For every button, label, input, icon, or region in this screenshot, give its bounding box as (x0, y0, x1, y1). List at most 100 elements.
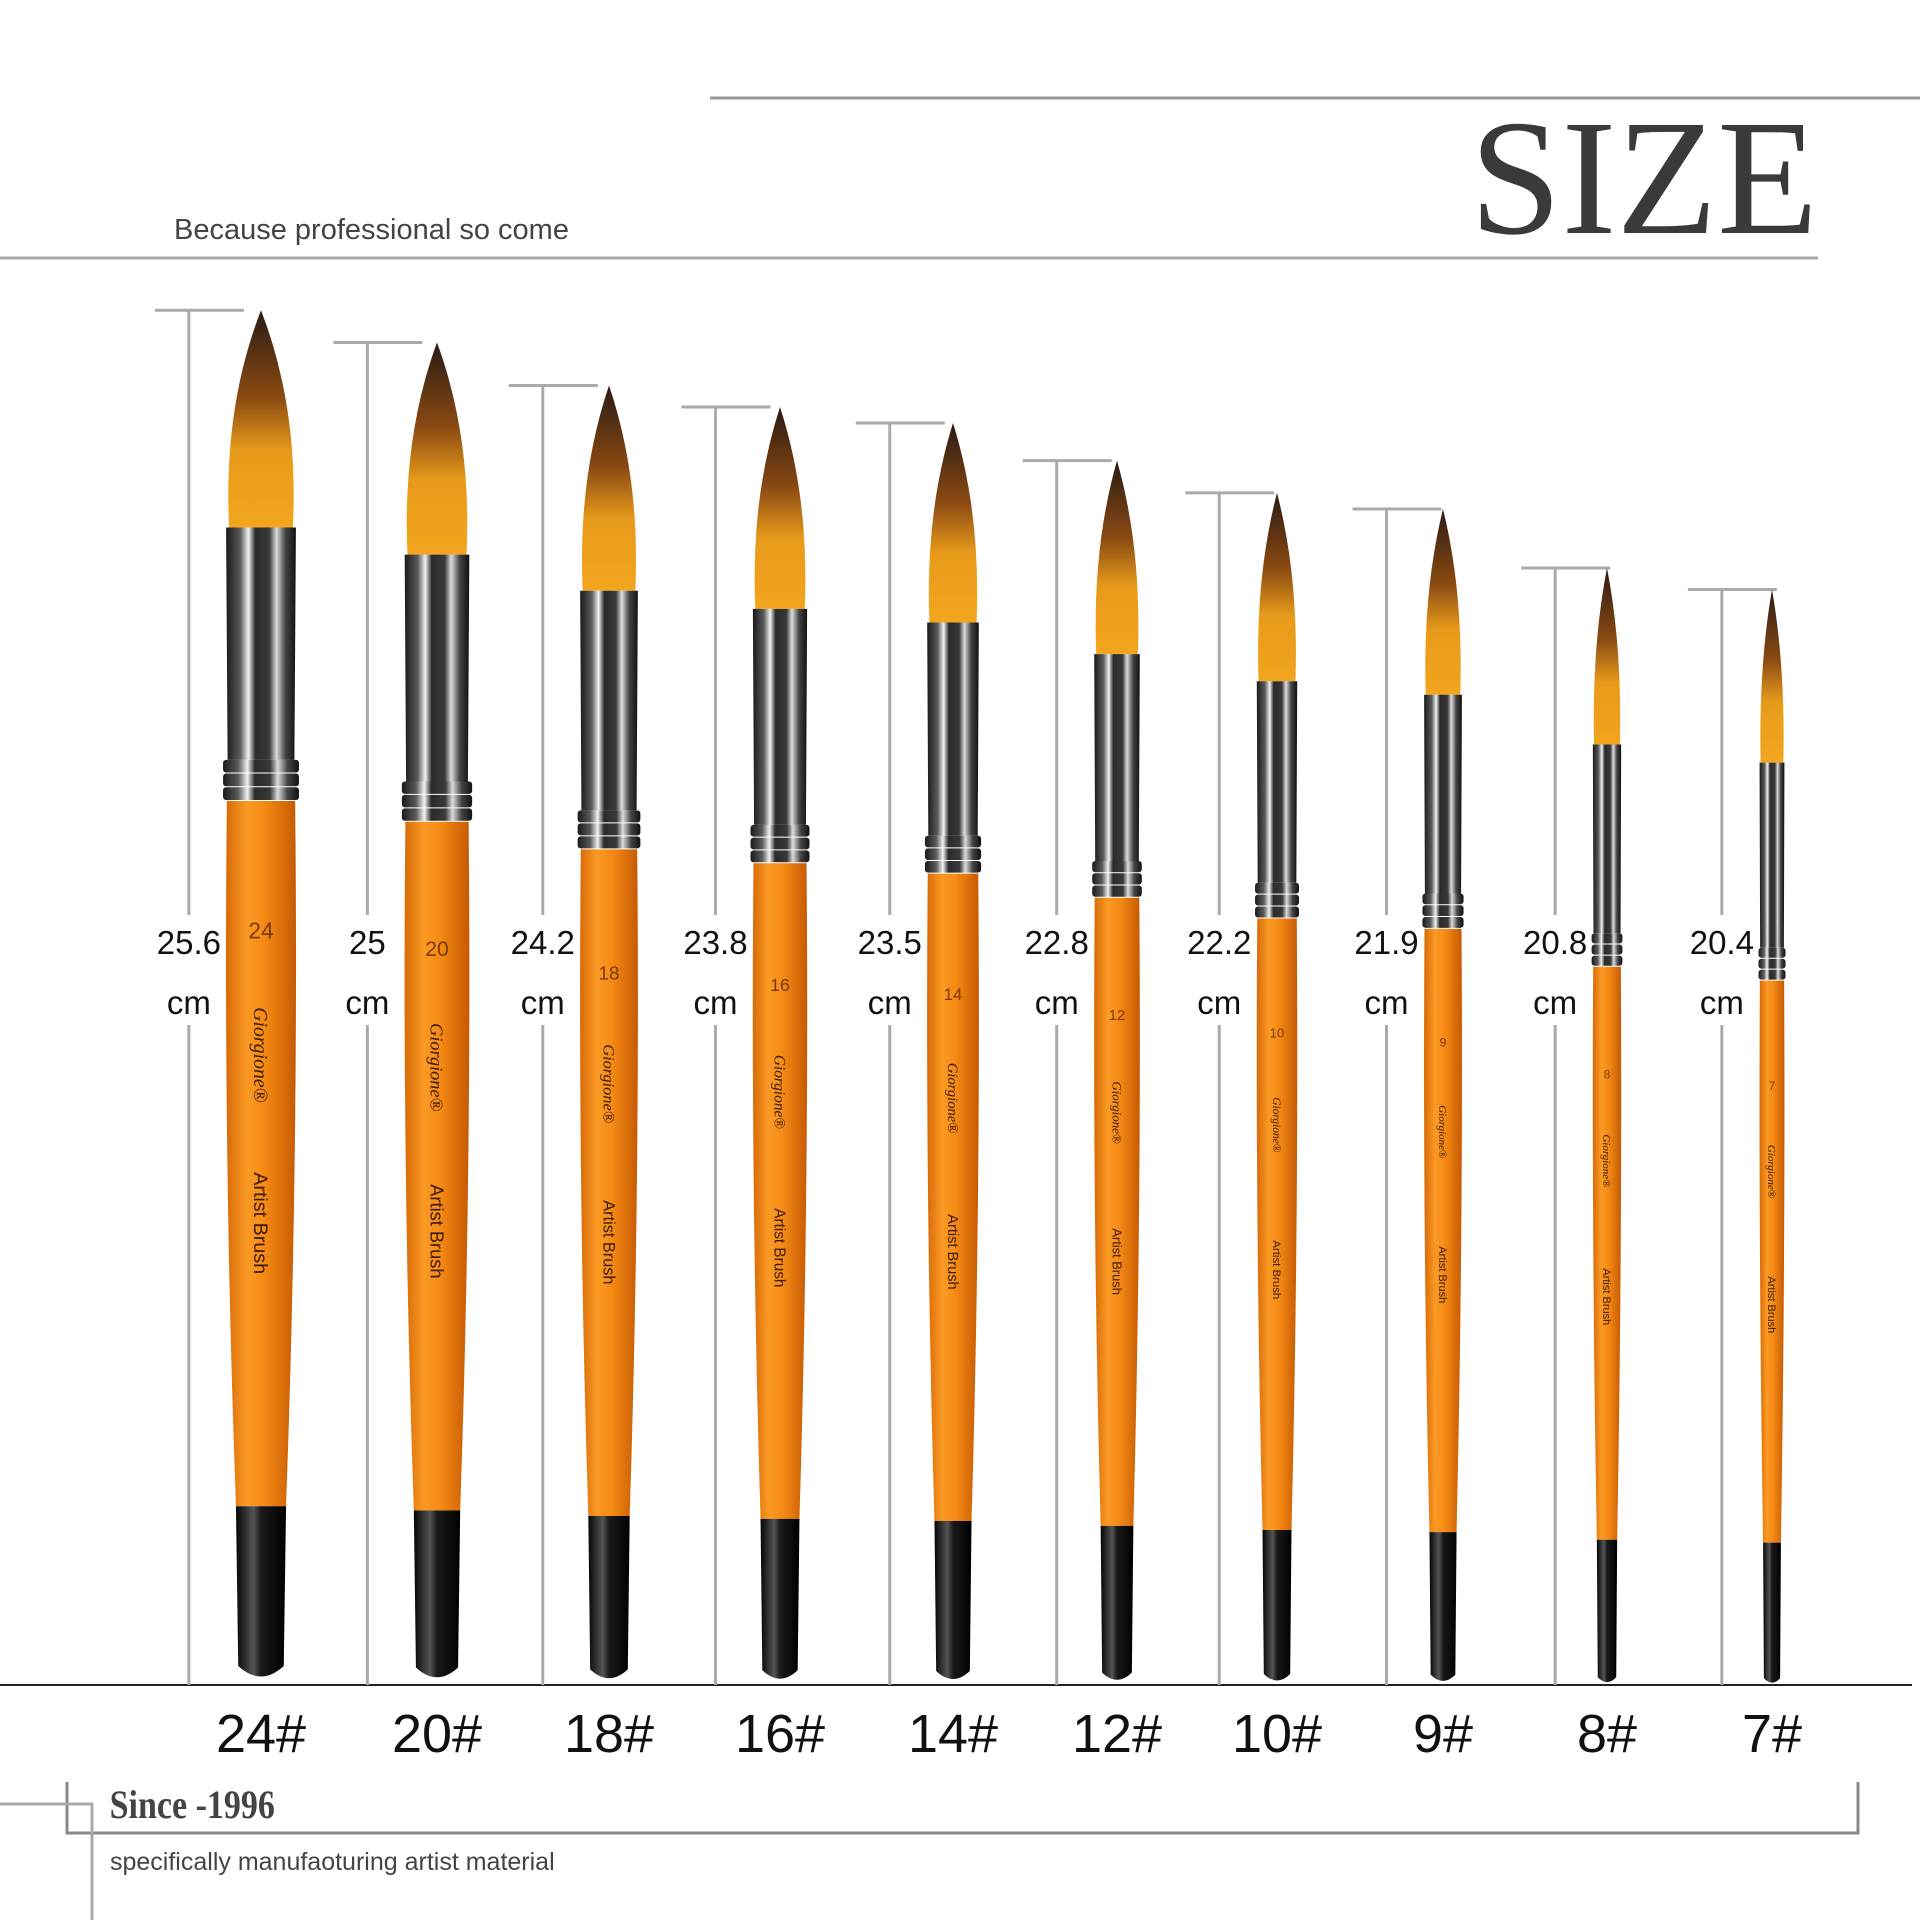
size-label: 12# (1072, 1704, 1162, 1764)
brush: 21.9 cm 9 Giorgione® Artist Brush 9# (1352, 507, 1473, 1764)
length-label: 20.4 (1690, 924, 1754, 961)
unit-label: cm (345, 984, 389, 1021)
ferrule-ring (1422, 893, 1464, 905)
product-imprint: Artist Brush (771, 1208, 788, 1287)
brush-number: 14 (944, 985, 963, 1004)
handle-end (934, 1520, 972, 1679)
ferrule (1256, 681, 1298, 883)
handle (1424, 928, 1462, 1533)
ferrule (1424, 694, 1462, 894)
size-label: 7# (1742, 1704, 1802, 1764)
hair (406, 342, 468, 555)
footer-corner (0, 1802, 94, 1920)
length-label: 24.2 (511, 924, 575, 961)
hair (1760, 589, 1784, 763)
brand-imprint: Giorgione® (249, 1007, 271, 1102)
unit-label: cm (167, 984, 211, 1021)
ferrule (580, 590, 638, 811)
brand-imprint: Giorgione® (771, 1055, 788, 1129)
brand-imprint: Giorgione® (1765, 1145, 1777, 1199)
brush: 22.2 cm 10 Giorgione® Artist Brush 10# (1185, 491, 1322, 1764)
brush-number: 24 (248, 918, 273, 944)
handle-end (413, 1510, 461, 1678)
brush-number: 12 (1109, 1008, 1126, 1024)
ferrule (1759, 762, 1785, 948)
handle-end (588, 1516, 630, 1679)
ferrule-ring (1255, 882, 1299, 894)
brush: 25.6 cm 24 Giorgione® Artist Brush 24# (154, 308, 306, 1764)
handle (225, 801, 297, 1507)
unit-label: cm (1700, 984, 1744, 1021)
handle (1094, 897, 1140, 1526)
size-label: 10# (1232, 1704, 1322, 1764)
unit-label: cm (1365, 984, 1409, 1021)
product-imprint: Artist Brush (599, 1200, 617, 1284)
frame (0, 96, 1920, 1920)
ferrule-ring (223, 773, 299, 787)
handle (580, 849, 638, 1517)
brand-imprint: Giorgione® (1600, 1134, 1612, 1188)
brush-number: 10 (1270, 1026, 1285, 1041)
length-label: 23.8 (683, 924, 747, 961)
product-imprint: Artist Brush (427, 1184, 448, 1278)
hair (1425, 508, 1461, 695)
hair (1593, 568, 1621, 745)
hair (754, 406, 806, 609)
handle (404, 821, 470, 1511)
product-imprint: Artist Brush (249, 1172, 271, 1274)
title: SIZE (1470, 86, 1818, 269)
length-label: 21.9 (1354, 924, 1418, 961)
brush-number: 9 (1440, 1035, 1447, 1049)
length-label: 22.8 (1025, 924, 1089, 961)
unit-label: cm (693, 984, 737, 1021)
ferrule-ring (924, 860, 982, 873)
ferrule-ring (1591, 955, 1623, 966)
unit-label: cm (521, 984, 565, 1021)
ferrule-ring (1758, 958, 1786, 969)
brush: 24.2 cm 18 Giorgione® Artist Brush 18# (508, 383, 654, 1764)
handle (1256, 918, 1298, 1531)
size-label: 24# (216, 1704, 306, 1764)
handle-end (1429, 1532, 1457, 1681)
product-imprint: Artist Brush (944, 1214, 960, 1289)
handle-end (1596, 1539, 1618, 1683)
unit-label: cm (868, 984, 912, 1021)
ferrule (927, 622, 979, 836)
ferrule-ring (577, 823, 641, 836)
length-label: 23.5 (858, 924, 922, 961)
since: Since -1996 (110, 1784, 275, 1828)
unit-label: cm (1533, 984, 1577, 1021)
size-label: 8# (1577, 1704, 1637, 1764)
ferrule (226, 527, 296, 760)
handle-end (235, 1506, 287, 1677)
ferrule-ring (223, 759, 299, 773)
product-imprint: Artist Brush (1600, 1268, 1612, 1325)
brush-number: 7 (1769, 1079, 1776, 1093)
handle (1592, 966, 1622, 1540)
product-imprint: Artist Brush (1436, 1246, 1448, 1303)
footer-bracket (65, 1782, 1860, 1835)
ferrule-ring (750, 837, 810, 850)
brush-number: 8 (1604, 1067, 1611, 1081)
size-label: 14# (908, 1704, 998, 1764)
brand-imprint: Giorgione® (599, 1044, 618, 1123)
size-label: 16# (735, 1704, 825, 1764)
brush: 23.5 cm 14 Giorgione® Artist Brush 14# (855, 421, 998, 1764)
ferrule-ring (1591, 933, 1623, 944)
ferrule-ring (924, 835, 982, 848)
ferrule-ring (401, 781, 473, 794)
ferrule-ring (1758, 947, 1786, 958)
ferrule-ring (1758, 969, 1786, 980)
size-label: 18# (564, 1704, 654, 1764)
unit-label: cm (1035, 984, 1079, 1021)
ferrule-ring (223, 787, 299, 801)
tagline: specifically manufaoturing artist materi… (110, 1848, 555, 1876)
brand-imprint: Giorgione® (1436, 1105, 1448, 1159)
handle (927, 873, 979, 1521)
brush: 20.4 cm 7 Giorgione® Artist Brush 7# (1687, 588, 1802, 1764)
brush: 23.8 cm 16 Giorgione® Artist Brush 16# (681, 405, 825, 1764)
brand-imprint: Giorgione® (1109, 1081, 1123, 1143)
product-imprint: Artist Brush (1109, 1228, 1124, 1295)
ferrule (1592, 744, 1622, 934)
